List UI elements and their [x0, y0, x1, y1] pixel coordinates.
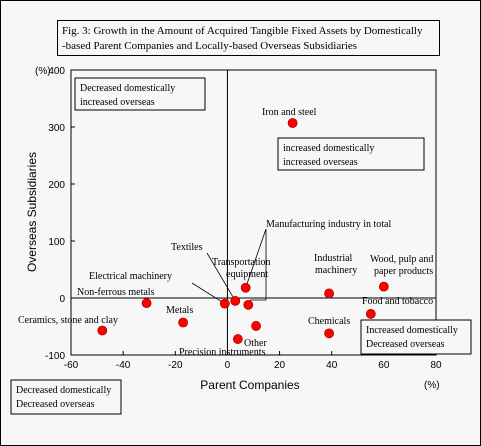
- point-label: Precision instruments: [179, 347, 265, 358]
- leader-line: [191, 282, 226, 305]
- point-label: Food and tobacco: [362, 296, 433, 307]
- point-label: Chemicals: [308, 316, 350, 327]
- leader-line: [245, 228, 267, 301]
- point-label: Iron and steel: [262, 107, 317, 118]
- x-tick-label: 40: [326, 360, 338, 371]
- x-tick-label: 0: [225, 360, 231, 371]
- quadrant-note-line: Decreased domestically: [16, 385, 111, 396]
- y-tick-label: -100: [45, 351, 65, 362]
- point-label: Other: [244, 338, 267, 349]
- quadrant-note-top-left: Decreased domestically increased overseas: [74, 77, 206, 111]
- plot-area: [70, 69, 437, 356]
- point-label: Metals: [166, 305, 193, 316]
- point-label: Manufacturing industry in total: [266, 219, 391, 230]
- quadrant-note-line: Decreased overseas: [366, 339, 445, 350]
- data-point: [240, 282, 251, 293]
- point-label: Electrical machinery: [89, 271, 172, 282]
- y-tick-label: 0: [59, 294, 65, 305]
- x-tick-label: 20: [274, 360, 286, 371]
- chart-title: Fig. 3: Growth in the Amount of Acquired…: [57, 20, 440, 56]
- y-axis-label: Overseas Subsidiaries: [25, 152, 39, 272]
- quadrant-note-line: increased domestically: [283, 143, 374, 154]
- chart-title-line-1: Fig. 3: Growth in the Amount of Acquired…: [62, 25, 423, 37]
- point-label: Industrial machinery: [314, 253, 357, 276]
- y-tick-label: 100: [48, 237, 65, 248]
- data-point: [97, 325, 108, 336]
- quadrant-note-line: Increased domestically: [366, 325, 458, 336]
- data-point: [178, 317, 189, 328]
- quadrant-note-line: increased overseas: [283, 157, 358, 168]
- quadrant-note-line: Decreased overseas: [16, 399, 95, 410]
- point-label: Non-ferrous metals: [77, 287, 155, 298]
- chart-title-line-2: -based Parent Companies and Locally-base…: [62, 40, 358, 52]
- data-point: [324, 288, 335, 299]
- y-tick-label: 400: [48, 66, 65, 77]
- point-label: Wood, pulp and paper products: [370, 254, 433, 277]
- point-label: Textiles: [171, 242, 203, 253]
- x-unit: (%): [424, 380, 440, 391]
- data-point: [287, 118, 298, 128]
- x-tick-label: -60: [64, 360, 79, 371]
- data-point: [219, 298, 230, 309]
- y-unit: (%): [35, 66, 51, 77]
- data-point: [230, 295, 241, 306]
- data-point: [243, 299, 254, 310]
- y-tick-label: 200: [48, 180, 65, 191]
- y-tick-label: 300: [48, 123, 65, 134]
- x-tick-label: 80: [430, 360, 442, 371]
- data-point: [232, 334, 243, 344]
- point-label: Transportation equipment: [212, 257, 271, 280]
- x-tick-label: 60: [378, 360, 390, 371]
- quadrant-note-bottom-left: Decreased domestically Decreased overseas: [10, 379, 122, 415]
- quadrant-note-bottom-right: Increased domestically Decreased overseas: [360, 319, 472, 355]
- data-point: [251, 321, 262, 331]
- quadrant-note-line: increased overseas: [80, 97, 155, 108]
- data-point: [365, 309, 376, 319]
- leader-line: [206, 252, 236, 302]
- quadrant-note-top-right: increased domestically increased overseas: [277, 137, 425, 171]
- data-point: [141, 298, 152, 309]
- point-label: Ceramics, stone and clay: [18, 315, 118, 326]
- quadrant-note-line: Decreased domestically: [80, 83, 175, 94]
- data-point: [378, 281, 389, 292]
- x-tick-label: -40: [116, 360, 131, 371]
- x-tick-label: -20: [168, 360, 183, 371]
- data-point: [324, 328, 335, 339]
- x-axis-label: Parent Companies: [200, 378, 299, 392]
